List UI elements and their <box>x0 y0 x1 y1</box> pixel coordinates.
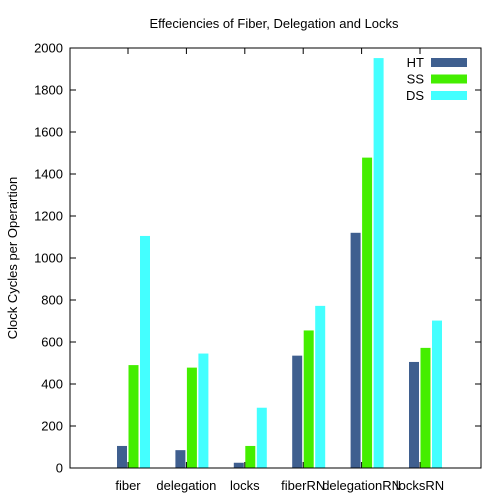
legend-label: SS <box>407 72 425 87</box>
legend-label: DS <box>406 88 424 103</box>
bar-ds-fiberrn <box>315 305 326 468</box>
x-tick-label: delegation <box>156 478 216 493</box>
legend-swatch <box>431 91 467 100</box>
bar-ht-locks <box>233 462 244 468</box>
plot-frame <box>69 47 482 469</box>
bar-ds-delegation <box>198 353 209 468</box>
x-tick-label: locksRN <box>396 478 444 493</box>
y-tick-label: 0 <box>56 461 63 476</box>
bar-ht-delegation <box>175 450 186 468</box>
bar-ss-locksrn <box>420 347 431 468</box>
y-tick-label: 1400 <box>34 167 63 182</box>
y-tick-label: 2000 <box>34 41 63 56</box>
y-tick-label: 1200 <box>34 209 63 224</box>
x-tick-label: fiber <box>115 478 141 493</box>
legend-label: HT <box>407 55 424 70</box>
legend-swatch <box>431 74 467 84</box>
legend-swatch <box>431 58 467 67</box>
y-tick-label: 1600 <box>34 125 63 140</box>
chart-title: Effeciencies of Fiber, Delegation and Lo… <box>149 16 399 31</box>
bar-ds-locksrn <box>432 320 442 468</box>
bar-ss-fiberrn <box>303 330 314 468</box>
x-tick-label: delegationRN <box>322 478 401 493</box>
x-axis-labels: fiber delegation locks fiberRNdelegationRNl… <box>115 48 444 493</box>
y-tick-label: 1000 <box>34 251 63 266</box>
bar-ds-delegationrn <box>373 58 384 469</box>
y-axis-label: Clock Cycles per Operartion <box>5 177 20 340</box>
x-tick-label: locks <box>230 478 260 493</box>
x-tick-label: fiberRN <box>281 478 325 493</box>
y-axis-ticks: 0 200 400 600 800 1000 1200 1400 1600 1800 2000 <box>34 41 481 476</box>
bar-ss-delegation <box>186 367 197 468</box>
bar-ss-delegationrn <box>362 157 373 468</box>
y-tick-label: 400 <box>41 377 63 392</box>
bar-ds-locks <box>256 407 267 468</box>
y-tick-label: 600 <box>41 335 63 350</box>
y-tick-label: 200 <box>41 419 63 434</box>
bar-ht-fiber <box>117 445 127 468</box>
bars <box>117 58 442 469</box>
bar-ht-locksrn <box>409 361 419 468</box>
bar-ss-fiber <box>128 365 139 468</box>
bar-ht-fiberrn <box>292 355 303 468</box>
y-tick-label: 1800 <box>34 83 63 98</box>
bar-ht-delegationrn <box>350 232 361 468</box>
bar-ss-locks <box>245 445 256 468</box>
y-tick-label: 800 <box>41 293 63 308</box>
bar-ds-fiber <box>140 235 150 468</box>
